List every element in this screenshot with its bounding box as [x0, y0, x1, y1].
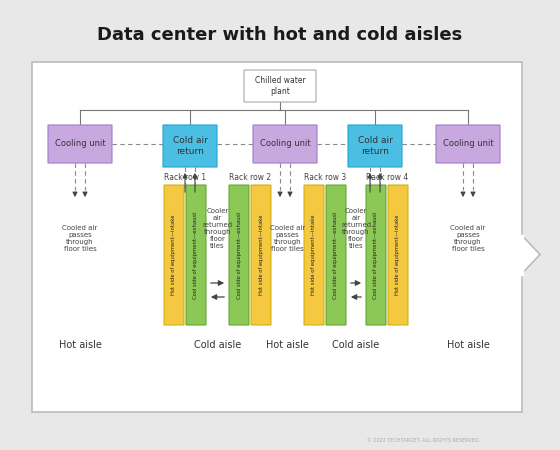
FancyBboxPatch shape — [348, 125, 402, 167]
Text: Cooler
air
returned
through
floor
tiles: Cooler air returned through floor tiles — [202, 208, 232, 249]
Text: Cold air
return: Cold air return — [358, 136, 393, 156]
Text: Cool side of equipment—exhaust: Cool side of equipment—exhaust — [194, 212, 198, 299]
Text: Rack row 1: Rack row 1 — [164, 174, 206, 183]
Text: Chilled water
plant: Chilled water plant — [255, 76, 305, 96]
Text: Hot aisle: Hot aisle — [266, 340, 309, 350]
FancyBboxPatch shape — [253, 125, 317, 163]
Text: Cooling unit: Cooling unit — [260, 140, 310, 148]
Text: Cold aisle: Cold aisle — [333, 340, 380, 350]
Text: Cooled air
passes
through
floor tiles: Cooled air passes through floor tiles — [270, 225, 305, 252]
Text: Cooled air
passes
through
floor tiles: Cooled air passes through floor tiles — [450, 225, 486, 252]
FancyBboxPatch shape — [388, 185, 408, 325]
FancyBboxPatch shape — [304, 185, 324, 325]
FancyBboxPatch shape — [32, 62, 522, 412]
FancyBboxPatch shape — [163, 125, 217, 167]
FancyBboxPatch shape — [229, 185, 249, 325]
Text: Data center with hot and cold aisles: Data center with hot and cold aisles — [97, 26, 463, 44]
Text: © 2022 TECHTARGET. ALL RIGHTS RESERVED.: © 2022 TECHTARGET. ALL RIGHTS RESERVED. — [367, 437, 480, 442]
FancyBboxPatch shape — [326, 185, 346, 325]
Text: Cooled air
passes
through
floor tiles: Cooled air passes through floor tiles — [62, 225, 97, 252]
Text: Hot aisle: Hot aisle — [59, 340, 101, 350]
Text: Hot side of equipment—intake: Hot side of equipment—intake — [171, 215, 176, 295]
Text: Cold aisle: Cold aisle — [194, 340, 241, 350]
Text: Cooling unit: Cooling unit — [55, 140, 105, 148]
Text: Hot aisle: Hot aisle — [446, 340, 489, 350]
FancyBboxPatch shape — [48, 125, 112, 163]
Text: Cooling unit: Cooling unit — [443, 140, 493, 148]
Text: Rack row 2: Rack row 2 — [229, 174, 271, 183]
FancyBboxPatch shape — [436, 125, 500, 163]
Text: Rack row 4: Rack row 4 — [366, 174, 408, 183]
Polygon shape — [522, 235, 540, 274]
FancyBboxPatch shape — [244, 70, 316, 102]
Text: Hot side of equipment—intake: Hot side of equipment—intake — [395, 215, 400, 295]
Text: Hot side of equipment—intake: Hot side of equipment—intake — [259, 215, 264, 295]
Text: Hot side of equipment—intake: Hot side of equipment—intake — [311, 215, 316, 295]
FancyBboxPatch shape — [366, 185, 386, 325]
Text: Cooler
air
returned
through
floor
tiles: Cooler air returned through floor tiles — [341, 208, 371, 249]
Text: Cool side of equipment—exhaust: Cool side of equipment—exhaust — [374, 212, 379, 299]
Text: Cool side of equipment—exhaust: Cool side of equipment—exhaust — [236, 212, 241, 299]
Text: Cold air
return: Cold air return — [172, 136, 207, 156]
FancyBboxPatch shape — [164, 185, 184, 325]
Text: Rack row 3: Rack row 3 — [304, 174, 346, 183]
FancyBboxPatch shape — [186, 185, 206, 325]
FancyBboxPatch shape — [251, 185, 271, 325]
Text: Cool side of equipment—exhaust: Cool side of equipment—exhaust — [334, 212, 338, 299]
